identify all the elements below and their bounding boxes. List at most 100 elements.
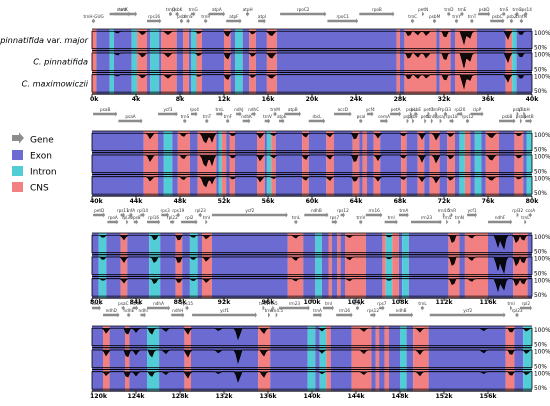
gene-label: ndhB: [311, 208, 322, 213]
gene-arrow: [457, 111, 463, 117]
gene-label: trnS: [184, 14, 193, 19]
y-tick-100: 100%: [534, 371, 550, 377]
x-tick-label: 80k: [526, 198, 540, 205]
gene-arrow: [524, 219, 527, 225]
segment-exon: [371, 326, 376, 392]
segment-exon: [400, 29, 405, 95]
x-tick-label: 60k: [306, 198, 320, 205]
segment-cns: [161, 29, 177, 95]
gene-label: atpF: [229, 14, 239, 19]
gene-label: trnT: [468, 14, 477, 19]
y-tick-100: 100%: [534, 133, 550, 139]
gene-arrow: [519, 305, 532, 311]
gene-label: trnR: [265, 308, 274, 313]
segment-cns: [362, 131, 367, 197]
gene-label: trnQ: [166, 7, 176, 12]
identity-line-row-2: [91, 349, 533, 368]
segment-exon: [331, 233, 338, 299]
gene-label: rps8: [131, 215, 141, 220]
gene-arrow: [242, 118, 251, 124]
species-label-3: C. maximowiczii: [22, 78, 89, 88]
segment-exon: [176, 29, 184, 95]
gene-label: atpH: [243, 7, 253, 12]
segment-cns: [258, 326, 271, 392]
gene-label: trnI: [325, 301, 332, 306]
gene-arrow: [414, 111, 418, 117]
gene-arrow: [176, 212, 180, 218]
gene-label: petL: [421, 114, 431, 119]
segment-exon: [389, 326, 400, 392]
gene-arrow: [191, 11, 196, 17]
segment-cns: [184, 326, 191, 392]
segment-intron: [163, 131, 173, 197]
gene-arrow: [359, 118, 363, 124]
segment-cns: [175, 233, 183, 299]
gene-arrow: [313, 312, 322, 318]
gene-arrow: [121, 305, 125, 311]
species-qualifier: var.: [44, 35, 64, 45]
segment-intron: [218, 131, 222, 197]
x-tick-label: 32k: [438, 96, 452, 103]
segment-exon: [235, 131, 257, 197]
x-tick-label: 124k: [127, 393, 145, 400]
segment-exon: [255, 29, 267, 95]
x-tick-label: 52k: [218, 198, 232, 205]
gene-arrow: [294, 219, 298, 225]
segment-exon: [216, 131, 219, 197]
gene-arrow: [171, 312, 185, 318]
segment-exon: [450, 29, 455, 95]
gene-arrow: [411, 18, 415, 24]
gene-label: rps3: [161, 208, 171, 213]
x-tick-label: 56k: [262, 198, 276, 205]
segment-exon: [92, 233, 99, 299]
gene-arrow: [390, 111, 402, 117]
segment-exon: [127, 233, 150, 299]
segment-exon: [129, 326, 147, 392]
segment-exon: [523, 131, 527, 197]
y-tick-100: 100%: [534, 155, 550, 161]
species-variety: major: [64, 35, 88, 45]
gene-arrow: [327, 18, 359, 24]
gene-arrow: [170, 219, 175, 225]
gene-arrow: [429, 312, 506, 318]
segment-exon: [182, 233, 190, 299]
gene-label: trnI: [508, 301, 515, 306]
gene-arrow: [447, 11, 451, 17]
x-tick-label: 36k: [482, 96, 496, 103]
segment-cns: [224, 29, 231, 95]
gene-arrow: [175, 11, 179, 17]
gene-label: trnH-GUG: [83, 14, 103, 19]
identity-line-row-1: [91, 234, 533, 254]
panel-3: petD rpoA rps11 rpl36 infA rps8 rpl14rpl16rps3…: [90, 208, 550, 306]
y-tick-50: 50%: [534, 293, 547, 299]
y-tick-50: 50%: [534, 67, 547, 73]
segment-exon: [330, 326, 352, 392]
segment-cns: [448, 233, 460, 299]
gene-label: psbT: [513, 107, 523, 112]
gene-label: rps7: [330, 215, 340, 220]
x-tick-label: 12k: [218, 96, 232, 103]
identity-dip-fill-row-1: [92, 328, 532, 339]
gene-arrow: [515, 11, 519, 17]
species-name: C. pinnatifida: [0, 35, 44, 45]
gene-arrow: [181, 219, 198, 225]
segment-exon: [367, 131, 374, 197]
y-tick-100: 100%: [534, 278, 550, 284]
y-tick-50: 50%: [534, 191, 547, 197]
gene-arrow: [466, 118, 470, 124]
x-tick-label: 16k: [262, 96, 276, 103]
gene-label: psbE: [411, 107, 421, 112]
x-tick-label: 76k: [482, 198, 496, 205]
segment-exon: [514, 326, 524, 392]
segment-exon: [499, 131, 515, 197]
gene-arrow: [340, 212, 345, 218]
gene-arrow: [412, 118, 415, 124]
gene-arrow: [93, 111, 118, 117]
gene-arrow: [359, 11, 395, 17]
segment-cns: [382, 233, 386, 299]
gene-arrow: [127, 312, 131, 318]
gene-label: ndhG: [130, 301, 141, 306]
gene-arrow: [356, 305, 360, 311]
x-tick-label: 144k: [347, 393, 365, 400]
